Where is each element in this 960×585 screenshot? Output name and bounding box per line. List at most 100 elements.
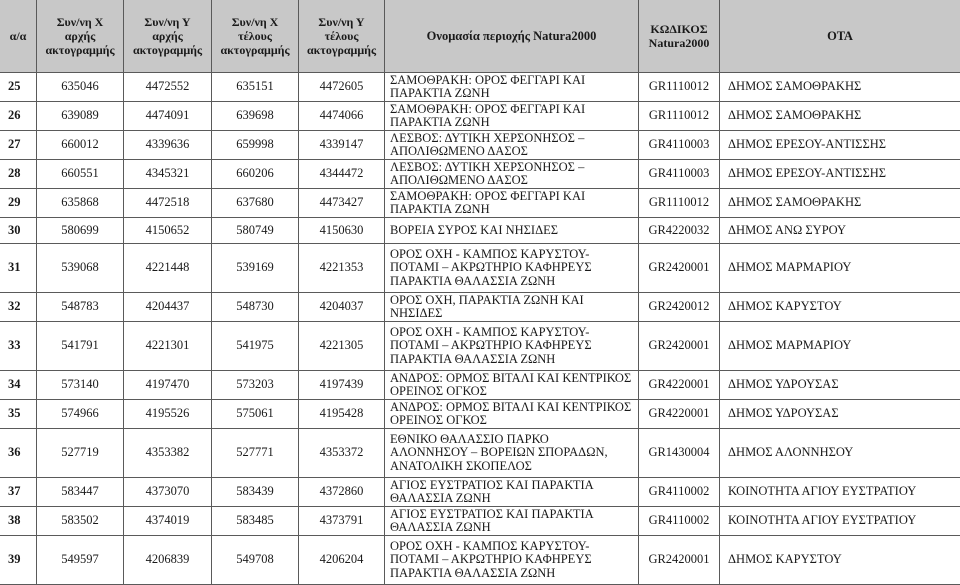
x-start-cell: 573140: [36, 370, 124, 400]
table-row: 30 580699 4150652 580749 4150630 ΒΟΡΕΙΑ ΣΥΡΟΣ…: [0, 217, 960, 244]
y-end-cell: 4344472: [298, 159, 385, 189]
natura-name-cell: ΣΑΜΟΘΡΑΚΗ: ΟΡΟΣ ΦΕΓΓΑΡΙ ΚΑΙ ΠΑΡΑΚΤΙΑ ΖΩΝ…: [384, 101, 639, 131]
x-end-cell: 637680: [211, 188, 299, 218]
natura-name-cell: ΟΡΟΣ ΟΧΗ - ΚΑΜΠΟΣ ΚΑΡΥΣΤΟΥ- ΠΟΤΑΜΙ – ΑΚΡ…: [384, 535, 639, 585]
y-start-cell: 4339636: [123, 130, 212, 160]
x-end-cell: 583485: [211, 506, 299, 536]
natura-code-cell: GR2420012: [638, 292, 720, 322]
row-number: 34: [0, 370, 37, 400]
natura-code-cell: GR4110002: [638, 477, 720, 507]
ota-cell: ΔΗΜΟΣ ΚΑΡΥΣΤΟΥ: [719, 535, 960, 585]
natura-name-cell: ΟΡΟΣ ΟΧΗ - ΚΑΜΠΟΣ ΚΑΡΥΣΤΟΥ- ΠΟΤΑΜΙ – ΑΚΡ…: [384, 321, 639, 371]
natura-name-cell: ΟΡΟΣ ΟΧΗ, ΠΑΡΑΚΤΙΑ ΖΩΝΗ ΚΑΙ ΝΗΣΙΔΕΣ: [384, 292, 639, 322]
y-start-cell: 4345321: [123, 159, 212, 189]
header-y-end: Συν/νη Υ τέλους ακτογραμμής: [298, 0, 385, 73]
row-number: 26: [0, 101, 37, 131]
natura-code-cell: GR1110012: [638, 72, 720, 102]
x-end-cell: 548730: [211, 292, 299, 322]
ota-cell: ΔΗΜΟΣ ΚΑΡΥΣΤΟΥ: [719, 292, 960, 322]
table-row: 39 549597 4206839 549708 4206204 ΟΡΟΣ ΟΧΗ - Κ…: [0, 535, 960, 585]
natura-code-cell: GR4220032: [638, 217, 720, 244]
y-start-cell: 4472518: [123, 188, 212, 218]
x-start-cell: 639089: [36, 101, 124, 131]
table-header-row: α/α Συν/νη Χ αρχής ακτογραμμής Συν/νη Υ …: [0, 0, 960, 73]
header-natura-name: Ονομασία περιοχής Natura2000: [384, 0, 639, 73]
natura-name-cell: ΛΕΣΒΟΣ: ΔΥΤΙΚΗ ΧΕΡΣΟΝΗΣΟΣ – ΑΠΟΛΙΘΩΜΕΝΟ …: [384, 130, 639, 160]
row-number: 39: [0, 535, 37, 585]
x-start-cell: 583502: [36, 506, 124, 536]
natura-code-cell: GR4220001: [638, 399, 720, 429]
x-end-cell: 573203: [211, 370, 299, 400]
ota-cell: ΔΗΜΟΣ ΥΔΡΟΥΣΑΣ: [719, 370, 960, 400]
natura-code-cell: GR1430004: [638, 428, 720, 478]
table-row: 28 660551 4345321 660206 4344472 ΛΕΣΒΟΣ: ΔΥΤΙ…: [0, 159, 960, 189]
natura-name-cell: ΣΑΜΟΘΡΑΚΗ: ΟΡΟΣ ΦΕΓΓΑΡΙ ΚΑΙ ΠΑΡΑΚΤΙΑ ΖΩΝ…: [384, 188, 639, 218]
row-number: 27: [0, 130, 37, 160]
x-start-cell: 527719: [36, 428, 124, 478]
y-start-cell: 4197470: [123, 370, 212, 400]
x-start-cell: 574966: [36, 399, 124, 429]
row-number: 30: [0, 217, 37, 244]
x-start-cell: 660012: [36, 130, 124, 160]
y-start-cell: 4221301: [123, 321, 212, 371]
y-end-cell: 4473427: [298, 188, 385, 218]
ota-cell: ΚΟΙΝΟΤΗΤΑ ΑΓΙΟΥ ΕΥΣΤΡΑΤΙΟΥ: [719, 506, 960, 536]
header-x-start: Συν/νη Χ αρχής ακτογραμμής: [36, 0, 124, 73]
natura-name-cell: ΒΟΡΕΙΑ ΣΥΡΟΣ ΚΑΙ ΝΗΣΙΔΕΣ: [384, 217, 639, 244]
natura-code-cell: GR2420001: [638, 535, 720, 585]
natura-name-cell: ΟΡΟΣ ΟΧΗ - ΚΑΜΠΟΣ ΚΑΡΥΣΤΟΥ- ΠΟΤΑΜΙ – ΑΚΡ…: [384, 243, 639, 293]
ota-cell: ΔΗΜΟΣ ΥΔΡΟΥΣΑΣ: [719, 399, 960, 429]
natura-code-cell: GR4110003: [638, 159, 720, 189]
y-end-cell: 4195428: [298, 399, 385, 429]
row-number: 31: [0, 243, 37, 293]
table-row: 37 583447 4373070 583439 4372860 ΑΓΙΟΣ ΕΥΣΤΡΑ…: [0, 477, 960, 507]
header-y-start: Συν/νη Υ αρχής ακτογραμμής: [123, 0, 212, 73]
natura-name-cell: ΑΓΙΟΣ ΕΥΣΤΡΑΤΙΟΣ ΚΑΙ ΠΑΡΑΚΤΙΑ ΘΑΛΑΣΣΙΑ Ζ…: [384, 477, 639, 507]
natura-code-cell: GR4110002: [638, 506, 720, 536]
x-end-cell: 575061: [211, 399, 299, 429]
ota-cell: ΔΗΜΟΣ ΣΑΜΟΘΡΑΚΗΣ: [719, 188, 960, 218]
natura-code-cell: GR1110012: [638, 188, 720, 218]
y-start-cell: 4474091: [123, 101, 212, 131]
table-row: 27 660012 4339636 659998 4339147 ΛΕΣΒΟΣ: ΔΥΤΙ…: [0, 130, 960, 160]
x-end-cell: 580749: [211, 217, 299, 244]
ota-cell: ΔΗΜΟΣ ΜΑΡΜΑΡΙΟΥ: [719, 243, 960, 293]
natura-name-cell: ΑΝΔΡΟΣ: ΟΡΜΟΣ ΒΙΤΑΛΙ ΚΑΙ ΚΕΝΤΡΙΚΟΣ ΟΡΕΙΝ…: [384, 370, 639, 400]
y-end-cell: 4339147: [298, 130, 385, 160]
x-start-cell: 583447: [36, 477, 124, 507]
x-start-cell: 548783: [36, 292, 124, 322]
table-row: 36 527719 4353382 527771 4353372 ΕΘΝΙΚΟ ΘΑΛΑΣ…: [0, 428, 960, 478]
natura-name-cell: ΣΑΜΟΘΡΑΚΗ: ΟΡΟΣ ΦΕΓΓΑΡΙ ΚΑΙ ΠΑΡΑΚΤΙΑ ΖΩΝ…: [384, 72, 639, 102]
x-start-cell: 635868: [36, 188, 124, 218]
x-start-cell: 539068: [36, 243, 124, 293]
ota-cell: ΔΗΜΟΣ ΜΑΡΜΑΡΙΟΥ: [719, 321, 960, 371]
row-number: 33: [0, 321, 37, 371]
x-start-cell: 549597: [36, 535, 124, 585]
header-x-end: Συν/νη Χ τέλους ακτογραμμής: [211, 0, 299, 73]
table-row: 33 541791 4221301 541975 4221305 ΟΡΟΣ ΟΧΗ - Κ…: [0, 321, 960, 371]
x-start-cell: 541791: [36, 321, 124, 371]
y-end-cell: 4221305: [298, 321, 385, 371]
y-start-cell: 4195526: [123, 399, 212, 429]
y-end-cell: 4373791: [298, 506, 385, 536]
x-end-cell: 660206: [211, 159, 299, 189]
row-number: 25: [0, 72, 37, 102]
x-end-cell: 639698: [211, 101, 299, 131]
x-end-cell: 539169: [211, 243, 299, 293]
y-end-cell: 4353372: [298, 428, 385, 478]
table-row: 29 635868 4472518 637680 4473427 ΣΑΜΟΘΡΑΚΗ: Ο…: [0, 188, 960, 218]
natura-code-cell: GR4220001: [638, 370, 720, 400]
table-row: 38 583502 4374019 583485 4373791 ΑΓΙΟΣ ΕΥΣΤΡΑ…: [0, 506, 960, 536]
row-number: 38: [0, 506, 37, 536]
x-end-cell: 583439: [211, 477, 299, 507]
x-start-cell: 660551: [36, 159, 124, 189]
x-end-cell: 635151: [211, 72, 299, 102]
y-start-cell: 4206839: [123, 535, 212, 585]
table-row: 26 639089 4474091 639698 4474066 ΣΑΜΟΘΡΑΚΗ: Ο…: [0, 101, 960, 131]
y-end-cell: 4197439: [298, 370, 385, 400]
natura-code-cell: GR2420001: [638, 243, 720, 293]
x-end-cell: 527771: [211, 428, 299, 478]
y-start-cell: 4204437: [123, 292, 212, 322]
table-row: 32 548783 4204437 548730 4204037 ΟΡΟΣ ΟΧΗ, ΠΑ…: [0, 292, 960, 322]
